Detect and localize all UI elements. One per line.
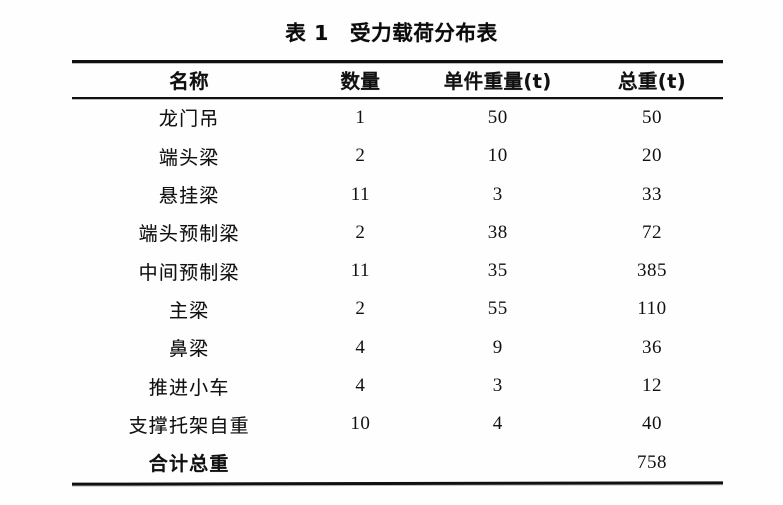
cell-name: 推进小车 (148, 376, 230, 399)
table-body: 龙门吊 1 50 50 端头梁 2 10 20 悬挂梁 11 3 33 端头预制梁 2 38 72 中间预制梁 1… (72, 99, 723, 482)
cell-unit-weight: 9 (492, 336, 503, 358)
table-row: 端头梁 2 10 20 (72, 137, 723, 175)
cell-quantity: 10 (350, 413, 371, 435)
table-row: 端头预制梁 2 38 72 (72, 214, 723, 252)
cell-quantity: 2 (355, 298, 366, 320)
cell-unit-weight (414, 443, 581, 481)
cell-total-weight: 33 (642, 183, 663, 205)
table-row: 悬挂梁 11 3 33 (72, 175, 723, 213)
table-row: 合计总重 758 (72, 443, 723, 481)
cell-quantity: 4 (355, 336, 366, 358)
column-header-unit: 单件重量(t) (443, 70, 552, 94)
cell-total-weight: 72 (642, 221, 663, 243)
table-row: 鼻梁 4 9 36 (72, 329, 723, 367)
cell-total-weight: 40 (642, 413, 663, 435)
table-top-rule (72, 60, 723, 64)
cell-unit-weight: 35 (487, 260, 508, 282)
table-row: 推进小车 4 3 12 (72, 367, 723, 405)
table-body-grid: 龙门吊 1 50 50 端头梁 2 10 20 悬挂梁 11 3 33 端头预制梁 2 38 72 中间预制梁 1… (72, 99, 723, 482)
table-header-rule (72, 96, 723, 101)
cell-quantity: 1 (355, 106, 366, 128)
table-row: 主梁 2 55 110 (72, 290, 723, 328)
column-header-name: 名称 (169, 70, 210, 94)
cell-total-weight: 12 (642, 375, 663, 396)
cell-total-weight: 36 (642, 336, 663, 358)
table-grid: 名称 数量 单件重量(t) 总重(t) (72, 63, 723, 97)
cell-total-weight: 758 (637, 451, 668, 473)
load-distribution-table: 名称 数量 单件重量(t) 总重(t) 龙门吊 1 50 50 端头梁 2 10 20 悬挂梁 1… (71, 60, 724, 486)
column-header-total: 总重(t) (617, 70, 687, 94)
cell-name: 端头预制梁 (138, 223, 240, 246)
cell-quantity (306, 443, 414, 481)
cell-total-weight: 110 (637, 298, 667, 320)
table-row: 支撑托架自重 10 4 40 (72, 405, 723, 443)
header-row: 名称 数量 单件重量(t) 总重(t) (72, 63, 723, 97)
cell-name: 合计总重 (148, 453, 230, 476)
table-row: 龙门吊 1 50 50 (72, 99, 723, 137)
cell-unit-weight: 3 (492, 183, 503, 205)
cell-quantity: 11 (350, 183, 371, 205)
cell-total-weight: 385 (637, 260, 668, 282)
cell-name: 龙门吊 (158, 108, 220, 131)
cell-unit-weight: 38 (487, 221, 508, 243)
cell-quantity: 2 (355, 145, 366, 167)
column-header-qty: 数量 (340, 70, 381, 94)
cell-unit-weight: 4 (492, 413, 503, 435)
cell-unit-weight: 55 (487, 298, 508, 320)
cell-quantity: 4 (355, 375, 366, 396)
cell-unit-weight: 10 (487, 145, 508, 167)
table-row: 中间预制梁 11 35 385 (72, 252, 723, 290)
cell-name: 中间预制梁 (138, 261, 240, 284)
cell-total-weight: 20 (642, 145, 663, 167)
cell-name: 鼻梁 (168, 338, 210, 361)
table-caption: 表 1 受力载荷分布表 (285, 21, 498, 45)
cell-unit-weight: 50 (487, 106, 508, 128)
cell-name: 悬挂梁 (158, 185, 220, 208)
cell-quantity: 11 (350, 260, 371, 282)
cell-unit-weight: 3 (492, 375, 503, 396)
cell-name: 端头梁 (158, 146, 220, 169)
cell-quantity: 2 (355, 221, 366, 243)
table-header: 名称 数量 单件重量(t) 总重(t) (72, 63, 723, 97)
cell-name: 支撑托架自重 (128, 414, 250, 437)
cell-total-weight: 50 (642, 106, 663, 128)
table-bottom-rule (71, 481, 724, 486)
cell-name: 主梁 (168, 299, 210, 322)
